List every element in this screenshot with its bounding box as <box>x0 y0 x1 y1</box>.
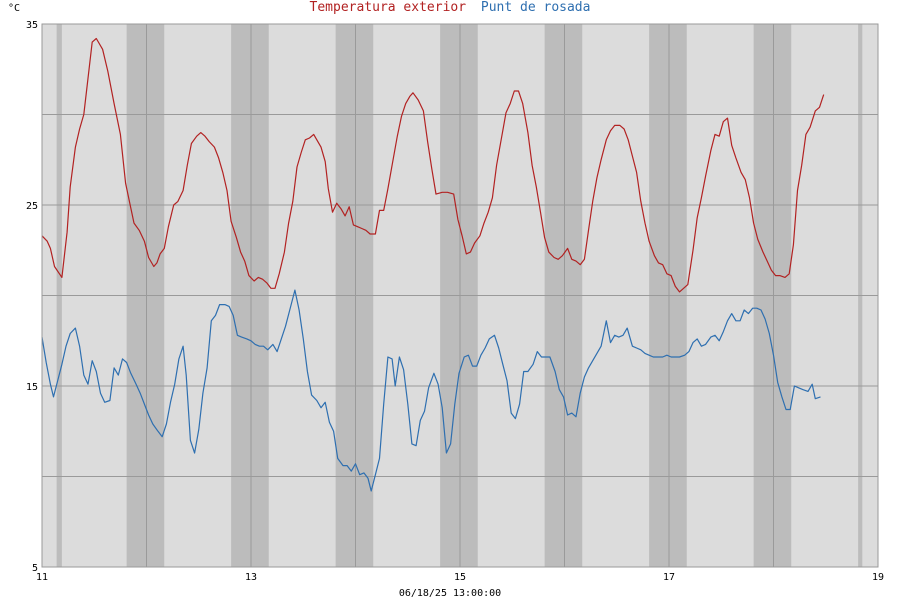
chart-title: Temperatura exterior Punt de rosada <box>310 0 591 15</box>
vertical-gridlines <box>146 24 774 567</box>
y-tick-label: 5 <box>32 563 38 574</box>
plot-frame <box>41 23 879 568</box>
x-tick-label: 11 <box>36 572 48 583</box>
y-axis-unit-label: °C <box>8 3 20 14</box>
y-tick-label: 15 <box>26 382 38 393</box>
legend-dewpoint: Punt de rosada <box>481 0 591 15</box>
x-tick-label: 13 <box>245 572 257 583</box>
svg-text:Temperatura exterior Pun: Temperatura exterior Punt de rosada <box>310 0 591 15</box>
x-tick-label: 17 <box>663 572 675 583</box>
x-tick-label: 15 <box>454 572 466 583</box>
timestamp-label: 06/18/25 13:00:00 <box>399 588 501 599</box>
series-lines <box>41 37 825 492</box>
x-tick-label: 19 <box>872 572 884 583</box>
y-axis-ticks: 5 15 25 35 <box>26 20 38 574</box>
legend-temperature: Temperatura exterior <box>310 0 467 15</box>
y-tick-label: 25 <box>26 201 38 212</box>
plot-area <box>41 23 879 568</box>
x-axis-ticks: 11 13 15 17 19 <box>36 572 884 583</box>
temperature-series-line <box>41 37 825 293</box>
dewpoint-series-line <box>41 289 821 492</box>
y-tick-label: 35 <box>26 20 38 31</box>
